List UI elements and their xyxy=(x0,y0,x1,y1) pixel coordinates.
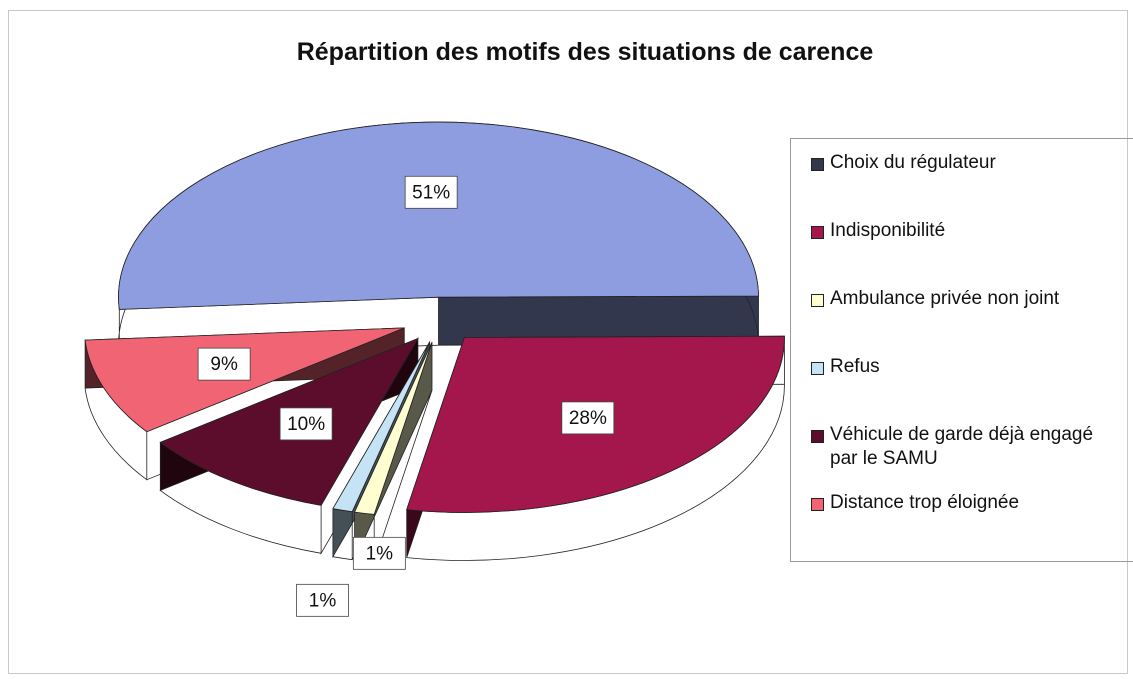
legend-item: Refus xyxy=(811,355,1133,423)
label-box xyxy=(561,401,615,435)
legend-item: Distance trop éloignée xyxy=(811,491,1133,559)
slice xyxy=(118,121,759,310)
chart-title: Répartition des motifs des situations de… xyxy=(296,38,874,66)
label-text: 1% xyxy=(366,543,394,564)
label-box xyxy=(279,407,333,441)
slice xyxy=(332,341,431,513)
data-label: 51% xyxy=(404,175,458,209)
label-box xyxy=(404,175,458,209)
slice-side xyxy=(332,340,431,561)
legend-swatch xyxy=(811,430,824,443)
slice xyxy=(354,342,433,515)
legend-item: Indisponibilité xyxy=(811,219,1133,287)
legend-swatch xyxy=(811,362,824,375)
label-box xyxy=(296,583,349,617)
label-text: 28% xyxy=(569,408,607,429)
legend-swatch xyxy=(811,294,824,307)
data-label: 1% xyxy=(296,583,349,617)
label-text: 10% xyxy=(287,414,325,435)
legend-item: Choix du régulateur xyxy=(811,151,1133,219)
legend-item: Véhicule de garde déjà engagé par le SAM… xyxy=(811,423,1133,491)
data-label: 28% xyxy=(561,401,615,435)
chart-frame xyxy=(8,10,1128,674)
legend-swatch xyxy=(811,498,824,511)
data-label: 1% xyxy=(352,536,406,570)
legend-label: Refus xyxy=(830,356,880,377)
legend: Choix du régulateur Indisponibilité Ambula… xyxy=(790,138,1133,562)
pie-area: 51% 28% 1% 1% 10% 9% xyxy=(84,121,785,617)
label-text: 51% xyxy=(412,182,450,203)
data-label: 9% xyxy=(197,347,251,381)
label-box xyxy=(197,347,251,381)
label-text: 1% xyxy=(309,590,337,611)
label-text: 9% xyxy=(210,354,238,375)
label-box xyxy=(352,536,406,570)
legend-item: Ambulance privée non joint xyxy=(811,287,1133,355)
legend-label: Véhicule de garde déjà engagé par le SAM… xyxy=(830,424,1094,469)
data-label: 10% xyxy=(279,407,333,441)
legend-swatch xyxy=(811,158,824,171)
legend-label: Ambulance privée non joint xyxy=(830,288,1060,309)
legend-label: Distance trop éloignée xyxy=(830,492,1020,513)
legend-swatch xyxy=(811,226,824,239)
legend-label: Indisponibilité xyxy=(830,220,946,241)
legend-label: Choix du régulateur xyxy=(830,152,996,173)
